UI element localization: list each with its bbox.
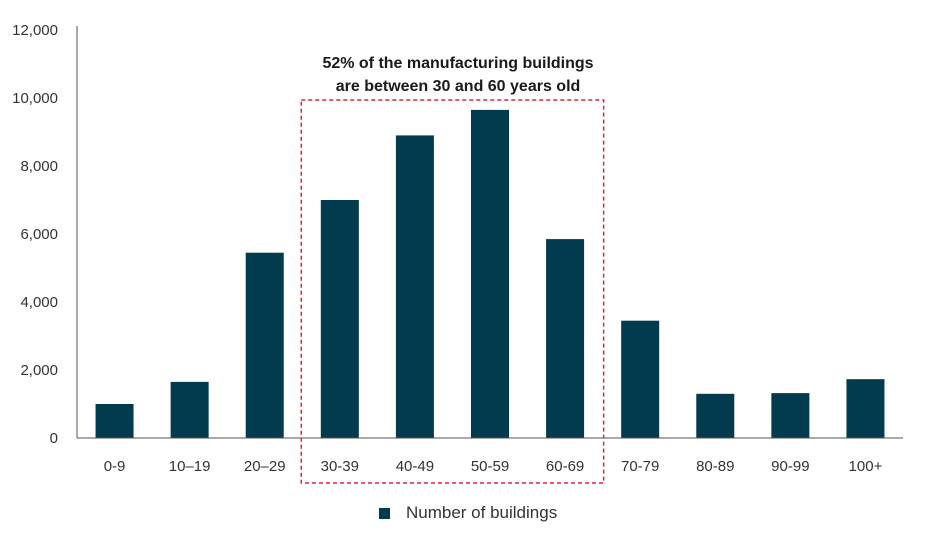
x-tick-label: 20–29: [244, 458, 286, 475]
y-tick-label: 0: [50, 430, 58, 447]
y-tick-label: 8,000: [20, 158, 58, 175]
x-axis: 0-9 10–19 20–29 30-39 40-49 50-59 60-69 70-79 80…: [77, 437, 903, 475]
highlight-box: [300, 99, 605, 484]
bar: [471, 109, 509, 439]
x-tick-label: 0-9: [104, 458, 126, 475]
x-tick-label: 100+: [849, 458, 883, 475]
legend: Number of buildings: [379, 503, 557, 523]
y-tick-label: 4,000: [20, 294, 58, 311]
bar: [170, 381, 209, 438]
annotation-line-2: are between 30 and 60 years old: [336, 78, 581, 95]
annotation-line-1: 52% of the manufacturing buildings: [322, 55, 593, 72]
x-tick-label: 40-49: [396, 458, 434, 475]
x-tick-label: 50-59: [471, 458, 509, 475]
x-tick-label: 30-39: [321, 458, 359, 475]
x-tick-label: 60-69: [546, 458, 584, 475]
y-tick-label: 12,000: [12, 22, 58, 39]
y-axis: 0 2,000 4,000 6,000 8,000 10,000 12,000: [12, 22, 78, 447]
y-tick-label: 2,000: [20, 362, 58, 379]
bar: [696, 393, 735, 438]
x-tick-label: 70-79: [621, 458, 659, 475]
y-tick-label: 10,000: [12, 90, 58, 107]
y-tick-label: 6,000: [20, 226, 58, 243]
bar: [846, 379, 885, 438]
x-tick-label: 10–19: [169, 458, 211, 475]
bar: [320, 200, 359, 438]
bar: [95, 404, 134, 438]
bar: [546, 239, 585, 438]
bar: [621, 320, 660, 438]
legend-swatch: [379, 507, 390, 519]
bar: [245, 252, 284, 438]
bar: [395, 135, 434, 438]
x-tick-label: 90-99: [771, 458, 809, 475]
bar: [771, 393, 810, 438]
legend-label: Number of buildings: [406, 503, 558, 522]
bars: [95, 109, 885, 439]
x-tick-label: 80-89: [696, 458, 734, 475]
